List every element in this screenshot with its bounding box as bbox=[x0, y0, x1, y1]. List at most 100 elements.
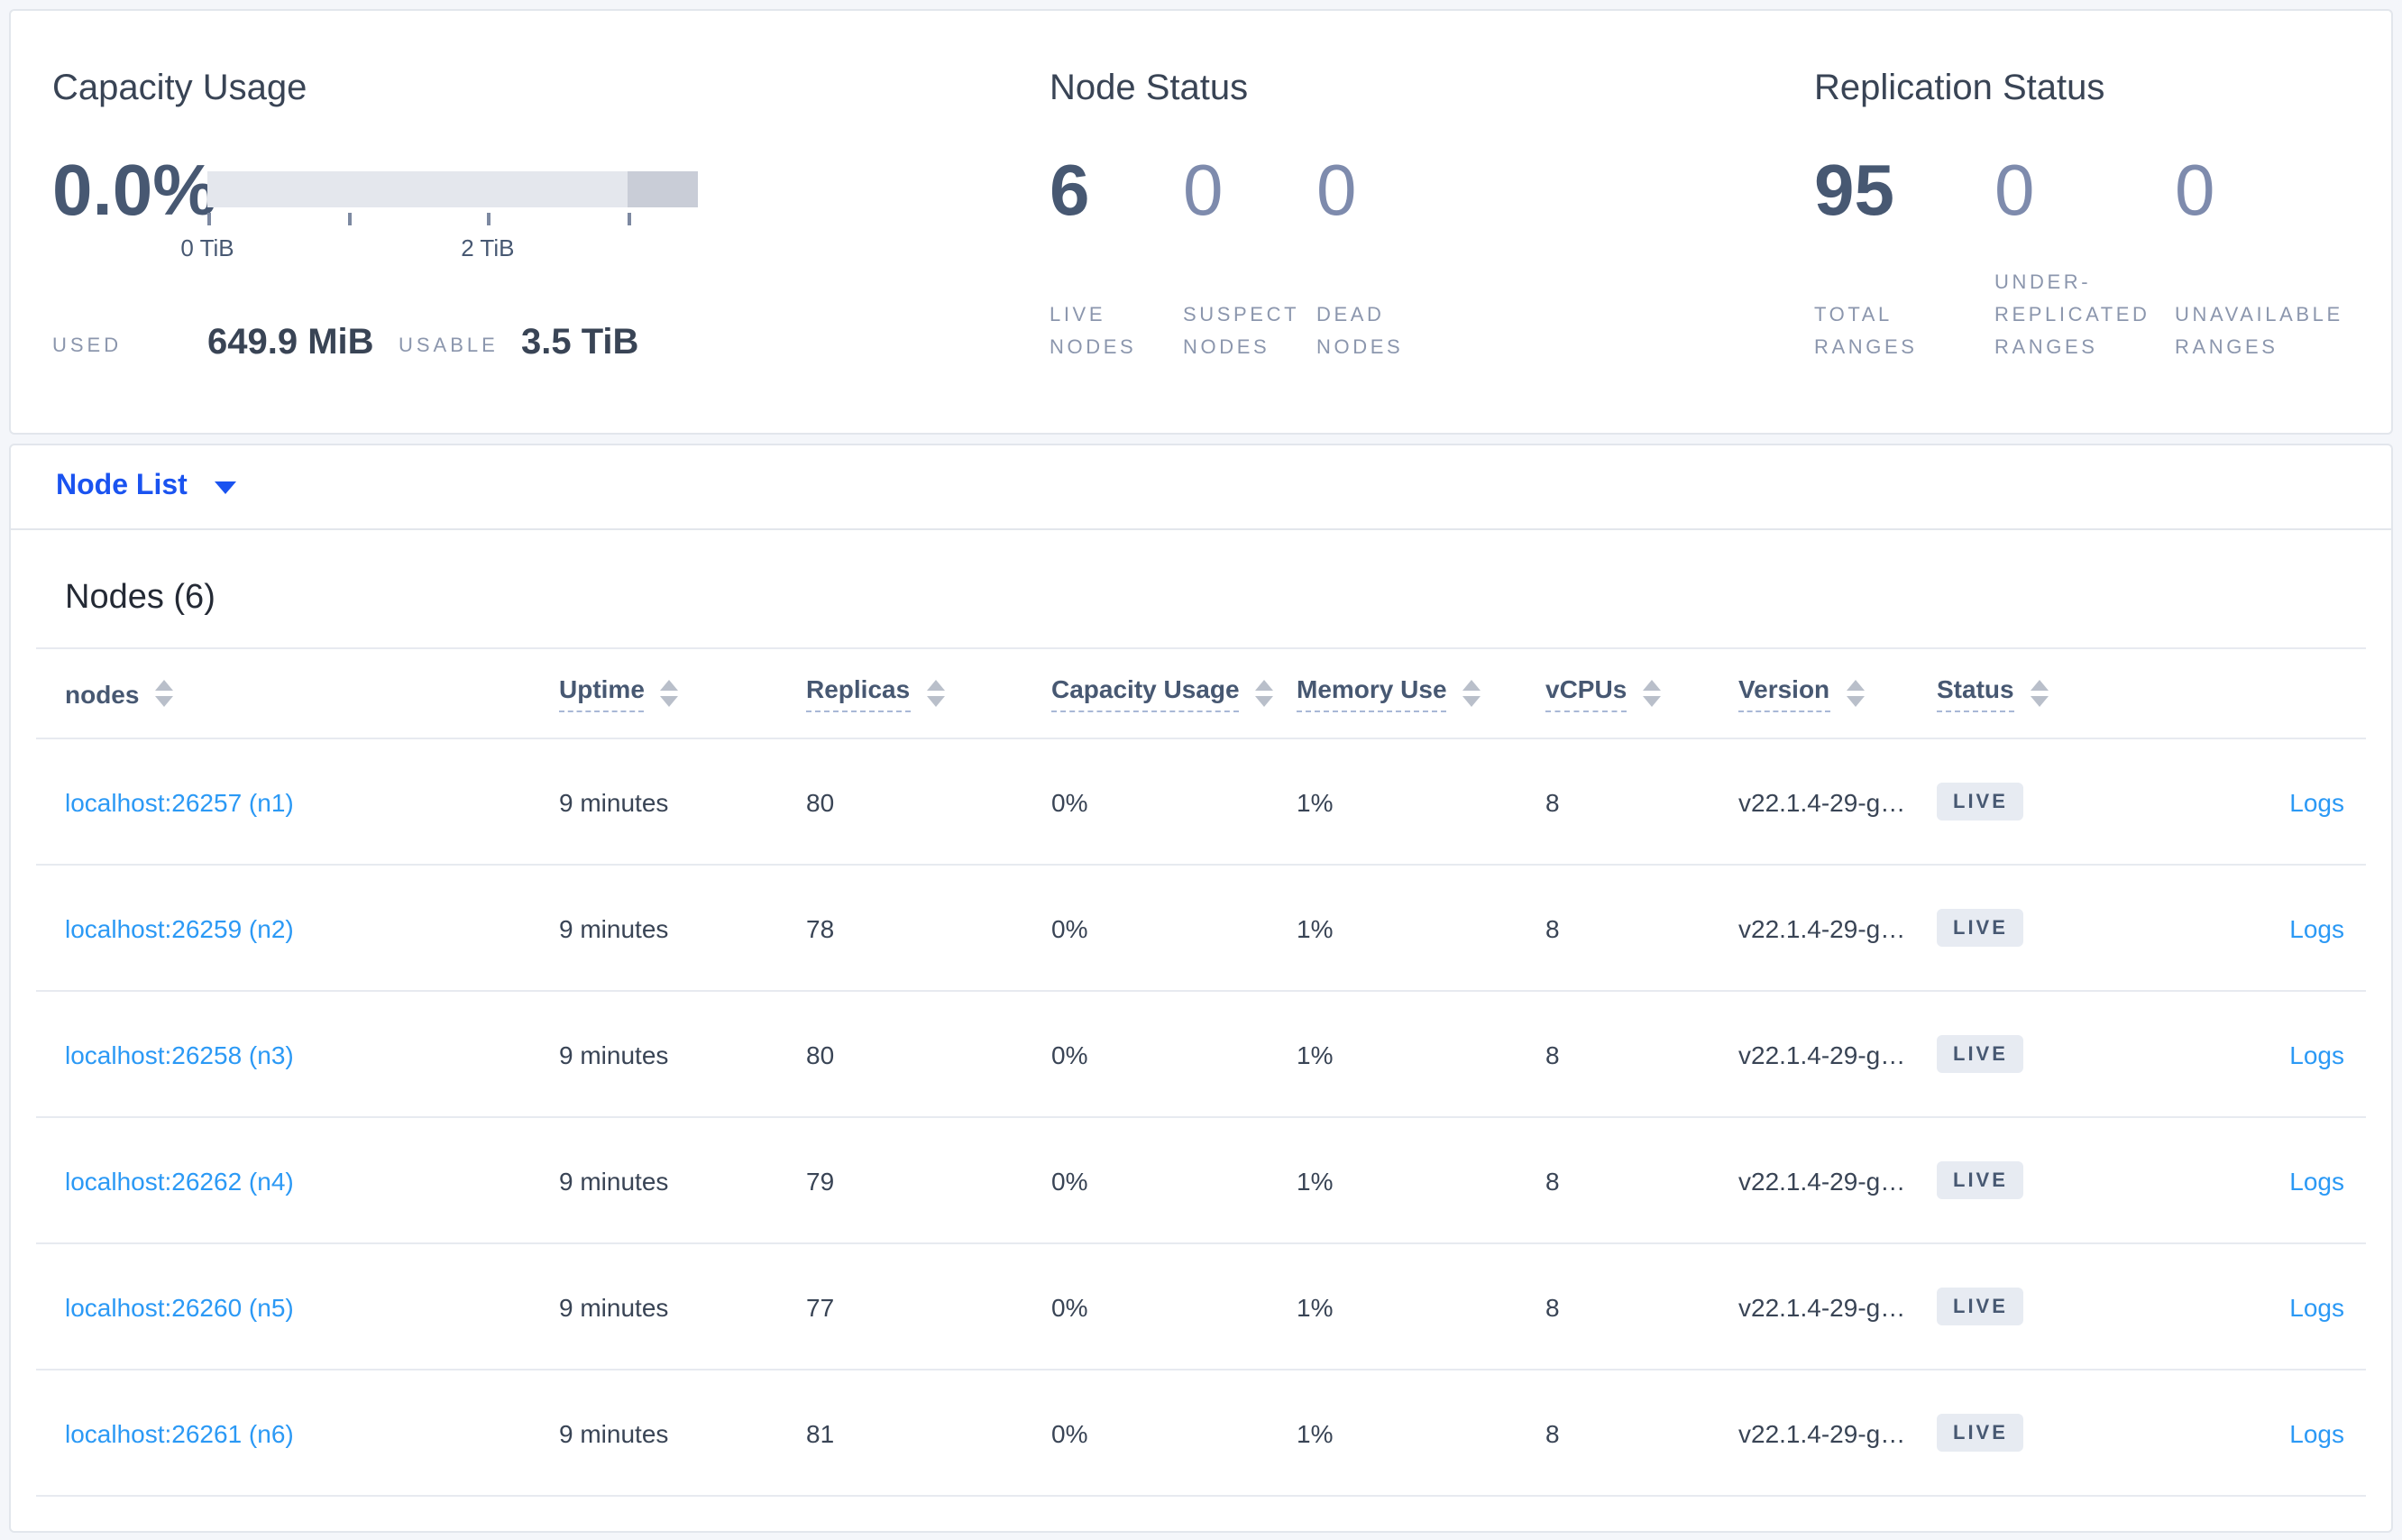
vcpus-cell: 8 bbox=[1545, 787, 1560, 816]
sort-arrows-icon bbox=[155, 680, 174, 707]
capacity-usage-title: Capacity Usage bbox=[52, 69, 307, 108]
status-badge: LIVE bbox=[1937, 1035, 2024, 1073]
capacity-bar-track bbox=[207, 171, 698, 207]
unavailable-ranges-stat: 0 UNAVAILABLE RANGES bbox=[2175, 150, 2355, 364]
version-cell: v22.1.4-29-g… bbox=[1738, 1418, 1906, 1447]
uptime-cell: 9 minutes bbox=[559, 1292, 669, 1321]
dead-nodes-label: DEAD NODES bbox=[1316, 305, 1404, 359]
node-status-stats: 6 LIVE NODES 0 SUSPECT NODES 0 DEAD NODE… bbox=[1050, 150, 1645, 364]
capacity-bar-reserved-segment bbox=[628, 171, 698, 207]
logs-link[interactable]: Logs bbox=[2289, 1166, 2344, 1195]
status-badge: LIVE bbox=[1937, 1161, 2024, 1199]
capacity-tick-label: 2 TiB bbox=[461, 234, 515, 261]
node-list-dropdown[interactable]: Node List bbox=[56, 471, 236, 503]
vcpus-cell: 8 bbox=[1545, 1418, 1560, 1447]
unavailable-ranges-value: 0 bbox=[2175, 151, 2215, 231]
node-address-link[interactable]: localhost:26259 (n2) bbox=[65, 913, 294, 942]
memory-use-cell: 1% bbox=[1297, 1418, 1334, 1447]
status-badge: LIVE bbox=[1937, 1288, 2024, 1325]
node-address-link[interactable]: localhost:26257 (n1) bbox=[65, 787, 294, 816]
total-ranges-stat: 95 TOTAL RANGES bbox=[1814, 150, 1994, 364]
replication-status-section: Replication Status 95 TOTAL RANGES 0 UND… bbox=[1814, 67, 2391, 364]
node-address-cell: localhost:26261 (n6) bbox=[36, 1418, 530, 1447]
memory-use-cell: 1% bbox=[1297, 913, 1334, 942]
memory-use-cell: 1% bbox=[1297, 1040, 1334, 1068]
replicas-cell: 80 bbox=[806, 1040, 835, 1068]
column-header-vcpus[interactable]: vCPUs bbox=[1517, 674, 1710, 712]
replicas-cell: 80 bbox=[806, 787, 835, 816]
replication-status-stats: 95 TOTAL RANGES 0 UNDER- REPLICATED RANG… bbox=[1814, 150, 2391, 364]
node-table-row: localhost:26262 (n4) 9 minutes 79 0% 1% … bbox=[36, 1118, 2366, 1244]
column-header-version[interactable]: Version bbox=[1710, 674, 1908, 712]
status-cell: LIVE bbox=[1908, 1161, 2124, 1199]
logs-cell: Logs bbox=[2124, 1292, 2366, 1321]
node-address-link[interactable]: localhost:26261 (n6) bbox=[65, 1418, 294, 1447]
sort-arrows-icon bbox=[1643, 680, 1662, 707]
live-nodes-stat: 6 LIVE NODES bbox=[1050, 150, 1183, 364]
unavailable-ranges-label: UNAVAILABLE RANGES bbox=[2175, 305, 2343, 359]
dead-nodes-value: 0 bbox=[1316, 151, 1357, 231]
vcpus-cell: 8 bbox=[1545, 1040, 1560, 1068]
logs-cell: Logs bbox=[2124, 1418, 2366, 1447]
node-table-row: localhost:26260 (n5) 9 minutes 77 0% 1% … bbox=[36, 1244, 2366, 1370]
suspect-nodes-label: SUSPECT NODES bbox=[1183, 305, 1300, 359]
node-address-cell: localhost:26258 (n3) bbox=[36, 1040, 530, 1068]
node-address-link[interactable]: localhost:26262 (n4) bbox=[65, 1166, 294, 1195]
node-status-section: Node Status 6 LIVE NODES 0 SUSPECT NODES… bbox=[1050, 67, 1645, 364]
version-cell: v22.1.4-29-g… bbox=[1738, 913, 1906, 942]
sort-arrows-icon bbox=[1255, 680, 1274, 707]
capacity-tick-label: 0 TiB bbox=[180, 234, 234, 261]
logs-link[interactable]: Logs bbox=[2289, 913, 2344, 942]
capacity-tick bbox=[628, 213, 632, 225]
live-nodes-label: LIVE NODES bbox=[1050, 305, 1137, 359]
used-value: 649.9 MiB bbox=[207, 323, 374, 362]
uptime-cell: 9 minutes bbox=[559, 787, 669, 816]
version-cell: v22.1.4-29-g… bbox=[1738, 1166, 1906, 1195]
node-address-cell: localhost:26257 (n1) bbox=[36, 787, 530, 816]
memory-use-cell: 1% bbox=[1297, 1292, 1334, 1321]
under-replicated-ranges-stat: 0 UNDER- REPLICATED RANGES bbox=[1994, 150, 2175, 364]
node-address-link[interactable]: localhost:26260 (n5) bbox=[65, 1292, 294, 1321]
logs-link[interactable]: Logs bbox=[2289, 1040, 2344, 1068]
under-replicated-ranges-label: UNDER- REPLICATED RANGES bbox=[1994, 272, 2150, 359]
logs-link[interactable]: Logs bbox=[2289, 1292, 2344, 1321]
capacity-usage-cell: 0% bbox=[1051, 787, 1088, 816]
cluster-overview-card: Capacity Usage 0.0% 0 TiB 2 TiB USED 649.… bbox=[9, 9, 2393, 435]
uptime-cell: 9 minutes bbox=[559, 913, 669, 942]
column-header-status[interactable]: Status bbox=[1908, 674, 2124, 712]
used-label: USED bbox=[52, 335, 123, 357]
uptime-cell: 9 minutes bbox=[559, 1418, 669, 1447]
logs-link[interactable]: Logs bbox=[2289, 787, 2344, 816]
usable-value: 3.5 TiB bbox=[521, 323, 639, 362]
replicas-cell: 77 bbox=[806, 1292, 835, 1321]
version-cell: v22.1.4-29-g… bbox=[1738, 787, 1906, 816]
sort-arrows-icon bbox=[1846, 680, 1865, 707]
node-address-link[interactable]: localhost:26258 (n3) bbox=[65, 1040, 294, 1068]
replication-status-title: Replication Status bbox=[1814, 69, 2105, 108]
column-header-replicas[interactable]: Replicas bbox=[777, 674, 1022, 712]
status-cell: LIVE bbox=[1908, 1035, 2124, 1073]
uptime-cell: 9 minutes bbox=[559, 1166, 669, 1195]
capacity-usage-cell: 0% bbox=[1051, 1040, 1088, 1068]
capacity-usage-cell: 0% bbox=[1051, 1418, 1088, 1447]
nodes-table-body: localhost:26257 (n1) 9 minutes 80 0% 1% … bbox=[36, 739, 2366, 1497]
logs-cell: Logs bbox=[2124, 913, 2366, 942]
under-replicated-ranges-value: 0 bbox=[1994, 151, 2035, 231]
status-cell: LIVE bbox=[1908, 783, 2124, 820]
logs-cell: Logs bbox=[2124, 787, 2366, 816]
column-header-capacity-usage[interactable]: Capacity Usage bbox=[1022, 674, 1274, 712]
capacity-usage-cell: 0% bbox=[1051, 1166, 1088, 1195]
column-header-nodes[interactable]: nodes bbox=[36, 679, 530, 708]
capacity-used-summary: USED 649.9 MiB USABLE 3.5 TiB bbox=[52, 317, 810, 364]
capacity-usage-cell: 0% bbox=[1051, 1292, 1088, 1321]
status-badge: LIVE bbox=[1937, 783, 2024, 820]
node-table-row: localhost:26258 (n3) 9 minutes 80 0% 1% … bbox=[36, 992, 2366, 1118]
column-header-memory-use[interactable]: Memory Use bbox=[1268, 674, 1517, 712]
node-table-row: localhost:26257 (n1) 9 minutes 80 0% 1% … bbox=[36, 739, 2366, 866]
capacity-bar: 0 TiB 2 TiB bbox=[180, 171, 698, 263]
node-address-cell: localhost:26262 (n4) bbox=[36, 1166, 530, 1195]
replicas-cell: 78 bbox=[806, 913, 835, 942]
column-header-uptime[interactable]: Uptime bbox=[530, 674, 777, 712]
nodes-panel: Nodes (6) nodes Uptime Replicas Capacity… bbox=[11, 579, 2391, 1497]
logs-link[interactable]: Logs bbox=[2289, 1418, 2344, 1447]
